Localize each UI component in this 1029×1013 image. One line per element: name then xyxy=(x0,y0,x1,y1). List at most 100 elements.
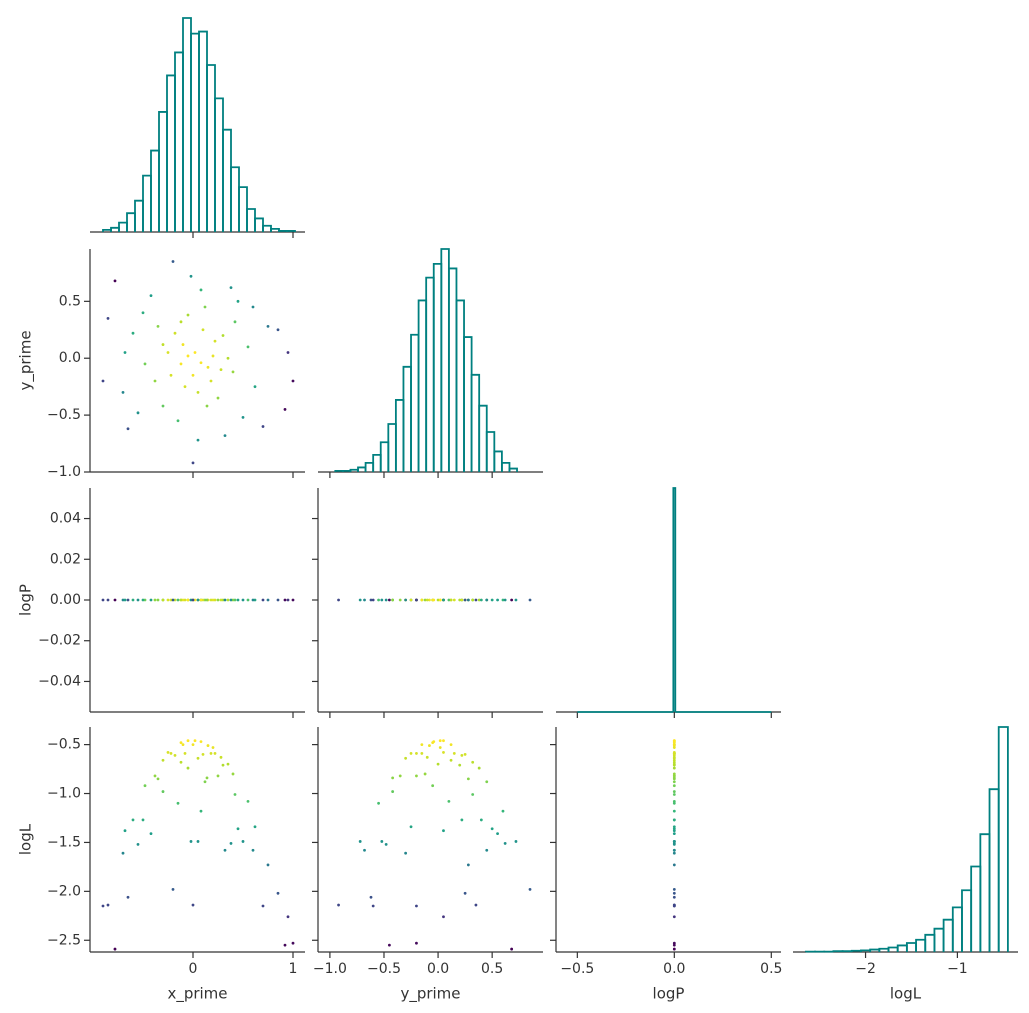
scatter-point xyxy=(156,777,160,781)
scatter-point xyxy=(123,829,127,833)
histogram-bin xyxy=(246,208,256,232)
scatter-point xyxy=(246,799,250,803)
histogram-bin xyxy=(425,276,435,472)
scatter-point xyxy=(466,598,470,602)
x-tick-label: −1.0 xyxy=(313,961,347,977)
scatter-point xyxy=(226,356,230,360)
scatter-point xyxy=(241,598,245,602)
scatter-point xyxy=(428,598,431,602)
scatter-point xyxy=(404,756,408,760)
scatter-point xyxy=(169,373,173,377)
scatter-point xyxy=(672,943,676,947)
scatter-point xyxy=(425,755,429,759)
scatter-point xyxy=(126,427,130,431)
scatter-point xyxy=(183,752,187,755)
scatter-point xyxy=(251,598,255,602)
scatter-point xyxy=(380,598,384,602)
scatter-point xyxy=(191,743,195,747)
scatter-point xyxy=(409,598,413,602)
scatter-point xyxy=(496,832,499,836)
scatter-point xyxy=(432,598,436,602)
scatter-point xyxy=(209,379,213,383)
scatter-point xyxy=(186,598,190,602)
histogram-bin xyxy=(915,938,927,952)
scatter-point xyxy=(123,598,127,602)
scatter-point xyxy=(672,840,676,843)
x-tick-label: 0.0 xyxy=(427,961,449,977)
scatter-point xyxy=(226,762,230,766)
histogram-bin xyxy=(357,466,367,472)
scatter-point xyxy=(181,598,185,602)
scatter-point xyxy=(113,598,117,602)
histogram-bin xyxy=(214,97,224,232)
scatter-point xyxy=(672,752,676,755)
scatter-point xyxy=(143,362,147,366)
scatter-point xyxy=(458,763,462,767)
scatter-point xyxy=(672,941,676,945)
scatter-point xyxy=(391,776,395,780)
scatter-point xyxy=(131,818,135,822)
scatter-point xyxy=(213,339,217,343)
scatter-point xyxy=(193,598,197,602)
scatter-point xyxy=(286,351,290,354)
scatter-point xyxy=(398,774,402,778)
scatter-point xyxy=(149,598,153,602)
histogram-bin xyxy=(198,30,208,232)
scatter-point xyxy=(438,598,442,602)
scatter-point xyxy=(113,947,117,951)
scatter-point xyxy=(241,840,245,843)
scatter-point xyxy=(191,598,195,602)
scatter-point xyxy=(141,818,145,822)
scatter-point xyxy=(436,598,440,602)
scatter-point xyxy=(203,305,207,309)
scatter-point xyxy=(189,598,193,602)
scatter-point xyxy=(233,793,237,796)
scatter-point xyxy=(286,598,290,602)
y-tick-label: −1.0 xyxy=(47,464,81,480)
scatter-point xyxy=(371,598,375,602)
scatter-point xyxy=(101,598,105,602)
histogram-bin xyxy=(142,174,152,232)
histogram-bin xyxy=(190,32,200,232)
histogram-bin xyxy=(410,333,420,472)
scatter-point xyxy=(201,752,205,756)
x-tick-label: −0.5 xyxy=(560,961,594,977)
scatter-point xyxy=(211,746,215,749)
histogram-bin xyxy=(500,461,511,472)
scatter-point xyxy=(442,598,445,602)
scatter-point xyxy=(485,598,489,602)
scatter-point xyxy=(253,385,257,389)
y-tick-label: −1.0 xyxy=(47,786,81,802)
scatter-point xyxy=(233,598,237,602)
scatter-point xyxy=(236,598,240,602)
scatter-point xyxy=(672,863,676,867)
scatter-point xyxy=(404,598,408,602)
scatter-point xyxy=(199,361,203,365)
scatter-point xyxy=(474,903,478,907)
scatter-point xyxy=(205,404,209,408)
x-axis-label: x_prime xyxy=(167,985,227,1004)
scatter-point xyxy=(510,598,514,602)
scatter-point xyxy=(229,842,233,845)
scatter-point xyxy=(672,762,676,766)
scatter-point xyxy=(337,598,340,602)
scatter-point xyxy=(672,825,676,829)
scatter-point xyxy=(387,943,391,947)
histogram-bin xyxy=(262,224,272,232)
scatter-point xyxy=(196,756,200,760)
scatter-point xyxy=(191,373,195,377)
scatter-point xyxy=(672,818,676,822)
scatter-point xyxy=(156,324,160,328)
scatter-point xyxy=(387,598,391,602)
y-tick-label: −0.04 xyxy=(38,673,81,689)
histogram-bin xyxy=(379,441,390,472)
histogram-bin xyxy=(485,431,496,472)
scatter-point xyxy=(253,825,257,829)
scatter-point xyxy=(136,842,140,846)
scatter-point xyxy=(199,809,203,813)
scatter-point xyxy=(199,740,203,744)
scatter-point xyxy=(477,598,481,602)
scatter-point xyxy=(189,840,193,843)
scatter-point xyxy=(121,390,125,394)
